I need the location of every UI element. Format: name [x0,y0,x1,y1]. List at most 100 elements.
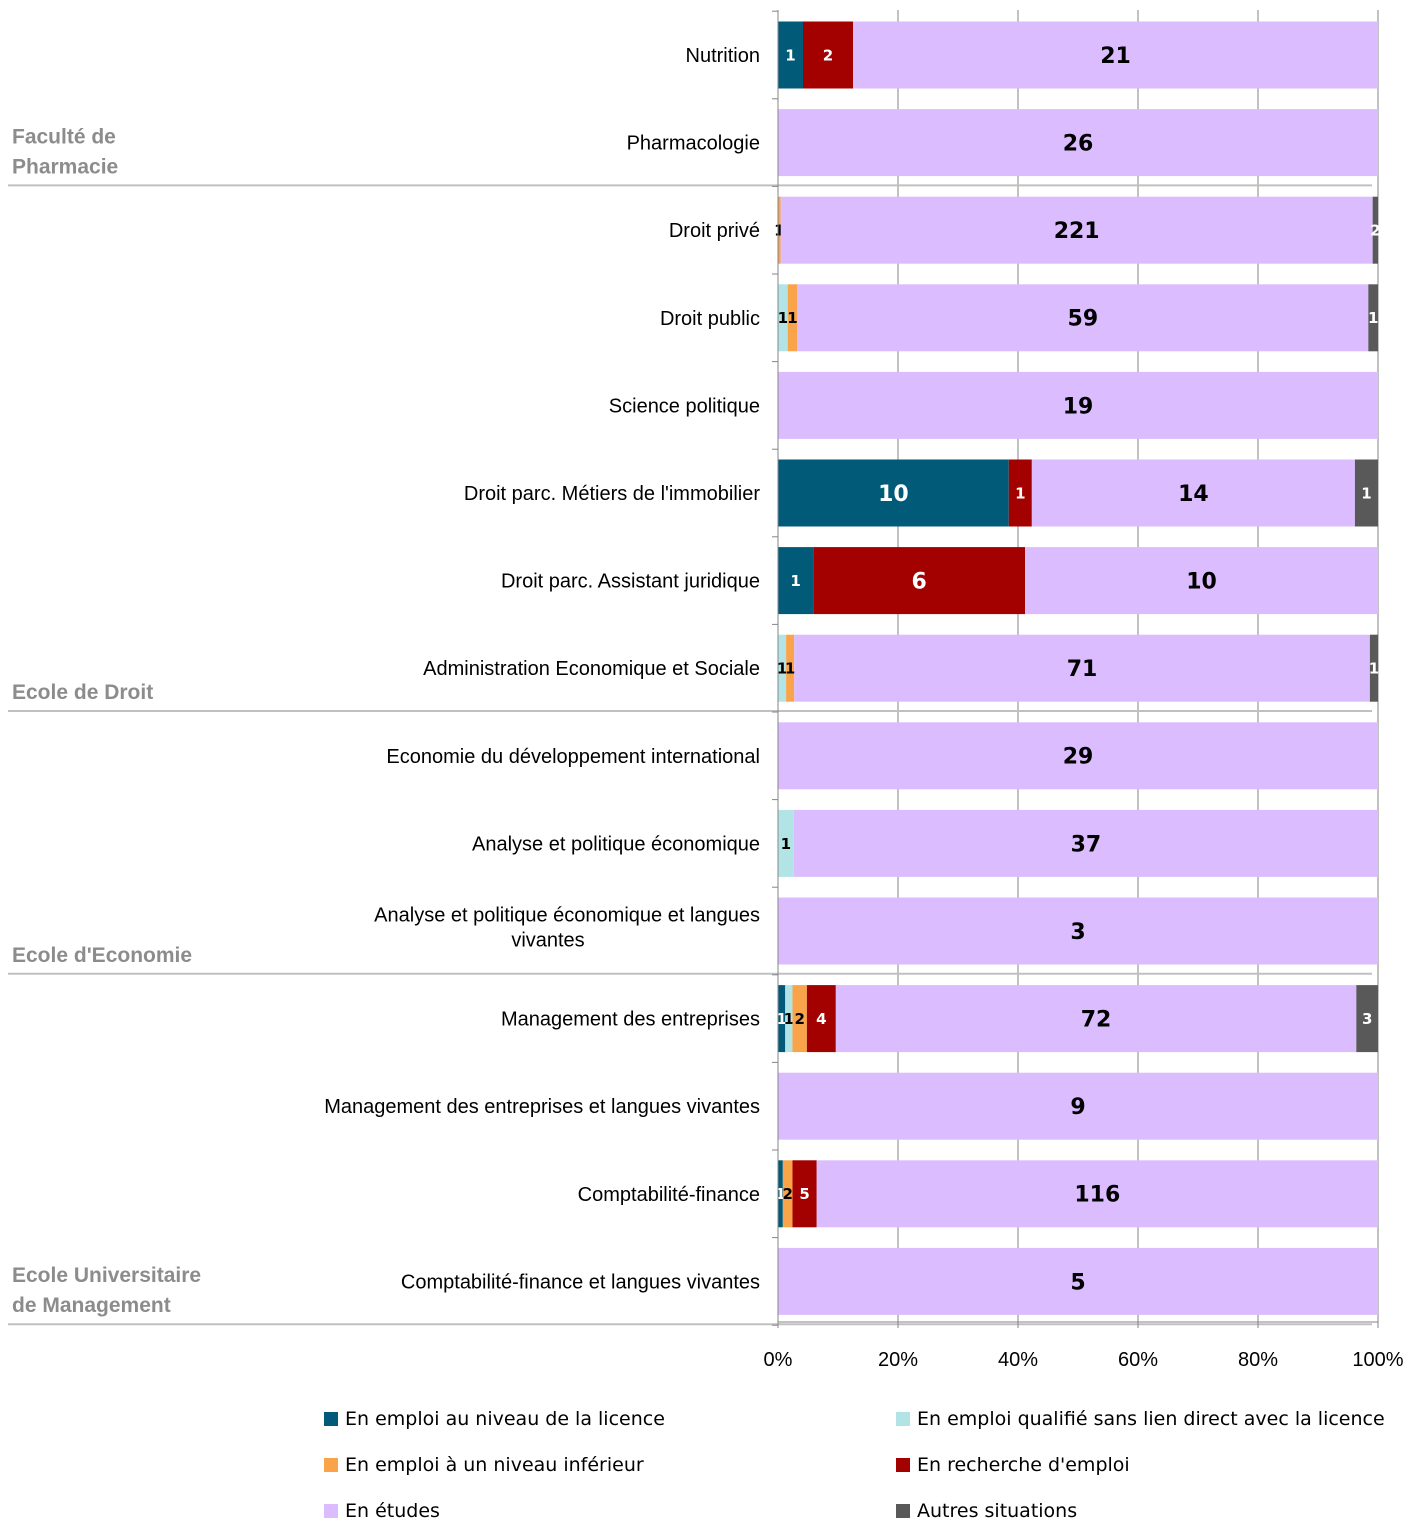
category-label: Comptabilité-finance [578,1184,760,1206]
category-label: Nutrition [686,45,760,67]
group-label-line: Faculté de [12,125,116,148]
bar-segment [782,1160,793,1228]
data-label: 59 [1068,307,1099,332]
data-label: 116 [1074,1183,1120,1208]
x-tick-label: 0% [764,1349,793,1371]
group-label-line: Pharmacie [12,155,118,178]
data-label: 221 [1054,219,1100,244]
data-label: 1 [781,835,791,853]
data-label: 37 [1071,832,1102,857]
data-label: 6 [912,570,927,595]
data-label: 3 [1070,920,1085,945]
category-label-line: Analyse et politique économique et langu… [374,905,760,927]
bar-segment [778,459,1009,527]
bar-segment [1356,985,1378,1053]
bar-segment [794,634,1370,702]
category-label: Administration Economique et Sociale [423,658,760,680]
data-label: 14 [1178,482,1209,507]
bar-segment [792,985,807,1053]
bar-segment [792,1160,817,1228]
data-label: 29 [1063,745,1094,770]
bar-segment [778,371,1378,439]
category-label: Droit parc. Assistant juridique [501,571,760,593]
bar-segment [1369,634,1378,702]
data-label: 2 [1370,222,1380,240]
category-label: Management des entreprises [501,1009,760,1031]
bar-segment [813,547,1026,615]
bar-segment [787,284,798,352]
data-label: 4 [816,1010,826,1028]
bar-segment [778,1247,1378,1315]
category-label: Comptabilité-finance et langues vivantes [401,1271,760,1293]
category-label: Science politique [609,395,760,417]
group-label: Ecole de Droit [12,681,153,704]
group-label: Faculté de Pharmacie [12,125,118,178]
bar-segment [1354,459,1378,527]
data-label: 2 [823,46,833,64]
data-label: 1 [790,572,800,590]
bar-segment [778,985,786,1053]
category-label: Management des entreprises et langues vi… [324,1096,760,1118]
group-label-line: Ecole Universitaire [12,1264,201,1287]
bar-segment [806,985,836,1053]
bar-segment [1368,284,1378,352]
data-label: 2 [794,1010,804,1028]
x-tick-label: 100% [1352,1349,1403,1371]
data-label: 1 [778,309,788,327]
group-label: Ecole Universitaire de Management [12,1264,201,1317]
data-label: 1 [787,309,797,327]
category-label: Pharmacologie [627,133,760,155]
bar-segment [786,634,795,702]
bar-segment [803,21,853,89]
bar-segment [1008,459,1032,527]
category-label-line: vivantes [511,930,584,952]
data-label: 1 [1369,660,1379,678]
data-label: 1 [775,1185,785,1203]
data-label: 1 [1015,484,1025,502]
category-label: Analyse et politique économique [472,833,760,855]
data-label: 5 [1070,1270,1085,1295]
data-label: 1 [776,1010,786,1028]
data-label: 5 [799,1185,809,1203]
data-label: 1 [774,222,784,240]
bar-segment [797,284,1369,352]
bar-segment [778,109,1378,177]
bar-segment [785,985,793,1053]
data-label: 1 [784,1010,794,1028]
group-label: Ecole d'Economie [12,944,192,967]
data-label: 1 [1368,309,1378,327]
bar-segment [778,897,1378,965]
bar-segment [1031,459,1355,527]
bar-segment [778,21,803,89]
category-label: Droit privé [669,220,760,242]
data-label: 3 [1362,1010,1372,1028]
category-label: Analyse et politique économique et langu… [374,905,760,952]
bar-segment [778,1072,1378,1140]
data-label: 10 [1186,570,1217,595]
bar-segment [853,21,1378,89]
data-label: 10 [878,482,909,507]
x-tick-label: 40% [998,1349,1038,1371]
bar-segment [1025,547,1378,615]
bar-segment [778,284,788,352]
data-label: 1 [777,660,787,678]
group-label-line: de Management [12,1294,171,1317]
data-label: 71 [1067,657,1098,682]
category-label: Droit public [660,308,760,330]
x-tick-label: 20% [878,1349,918,1371]
bar-segment [835,985,1357,1053]
bar-segment [793,809,1378,877]
x-tick-label: 60% [1118,1349,1158,1371]
data-label: 9 [1070,1095,1085,1120]
bar-segment [816,1160,1378,1228]
data-label: 2 [782,1185,792,1203]
data-label: 72 [1081,1008,1112,1033]
data-label: 1 [785,660,795,678]
group-label-line: Ecole d'Economie [12,944,192,967]
data-label: 19 [1063,394,1094,419]
bar-segment [778,722,1378,790]
bar-segment [778,1160,783,1228]
data-label: 21 [1100,44,1131,69]
bar-segment [778,809,794,877]
